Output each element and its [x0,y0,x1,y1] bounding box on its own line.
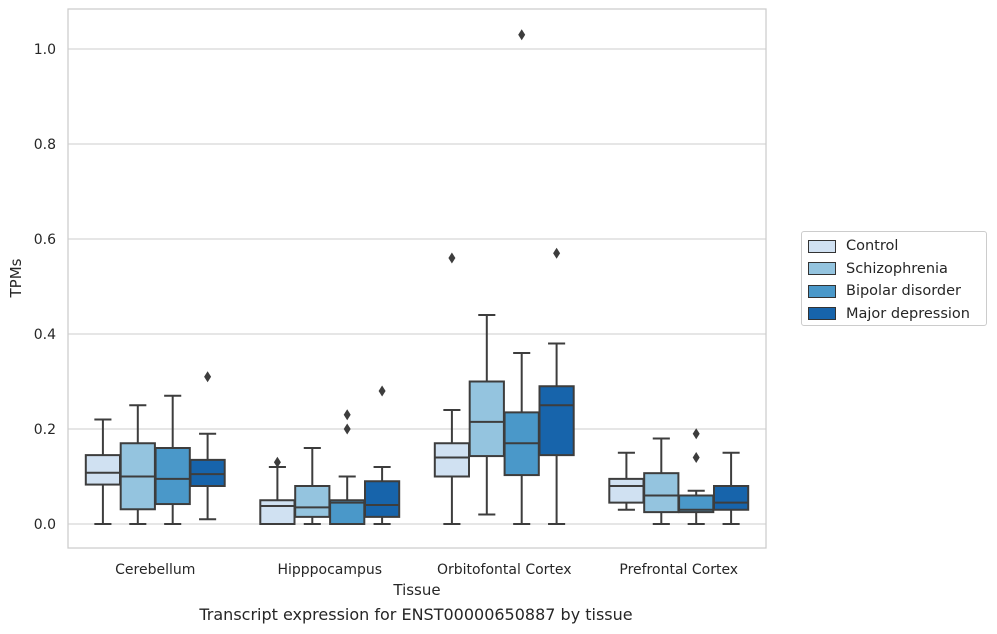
box [608,477,645,504]
box-group [329,409,366,525]
box-group [294,447,331,525]
legend-item: Control [808,235,986,258]
x-axis-ticks: Cerebellum Hipppocampus Orbitofontal Corte… [115,562,738,578]
box [433,442,471,478]
y-tick-label: 0.2 [34,422,56,438]
legend-swatch [808,284,836,298]
box-group [538,247,575,525]
outlier-point [273,456,281,468]
legend: Control Schizophrenia Bipolar disorder Majo… [801,231,987,326]
legend-swatch [808,239,836,253]
x-tick-label: Hipppocampus [277,562,382,578]
box [329,499,366,525]
box-group [84,418,122,525]
box-group [608,451,645,511]
box-group [503,29,540,525]
outlier-point [378,385,386,397]
box-group [154,394,191,525]
box-group [189,371,226,521]
box [154,447,191,506]
outlier-point [518,29,526,41]
legend-swatch [808,262,836,276]
grid-lines [68,48,766,525]
box [294,485,331,518]
x-tick-label: Prefrontal Cortex [619,562,738,578]
outlier-point [448,252,456,264]
box [189,458,226,487]
x-tick-label: Orbitofontal Cortex [437,562,572,578]
box [363,480,401,518]
y-tick-label: 0.8 [34,137,56,153]
box-group [712,451,750,525]
x-axis-label: Tissue [392,581,440,599]
y-tick-label: 0.6 [34,232,56,248]
outlier-point [692,428,700,440]
y-axis-label: TPMs [7,258,25,298]
box-group [433,252,471,525]
chart-caption: Transcript expression for ENST0000065088… [199,605,633,624]
y-tick-label: 0.0 [34,517,56,533]
box-group [119,404,156,525]
outlier-point [343,409,351,421]
y-axis-ticks: 0.0 0.2 0.4 0.6 0.8 1.0 [34,42,56,533]
legend-item: Bipolar disorder [808,280,986,303]
box [538,385,575,457]
box-group [468,314,505,516]
outlier-point [204,371,212,383]
legend-label: Bipolar disorder [846,283,961,300]
legend-swatch [808,307,836,321]
box-plot-area [84,29,750,525]
legend-item: Major depression [808,303,986,326]
box-group [678,428,715,525]
outlier-point [553,247,561,259]
outlier-point [692,452,700,463]
legend-label: Major depression [846,305,970,322]
outlier-point [343,423,351,435]
box-group [643,437,680,525]
y-tick-label: 1.0 [34,42,56,58]
box-group [259,456,296,525]
legend-label: Control [846,238,899,255]
legend-label: Schizophrenia [846,260,948,277]
plot-frame [67,8,767,549]
box [643,472,680,514]
box [84,454,122,486]
box [468,380,505,458]
box [712,485,750,511]
box [259,499,296,525]
y-tick-label: 0.4 [34,327,56,343]
legend-item: Schizophrenia [808,258,986,281]
box-group [363,385,401,525]
x-tick-label: Cerebellum [115,562,195,578]
